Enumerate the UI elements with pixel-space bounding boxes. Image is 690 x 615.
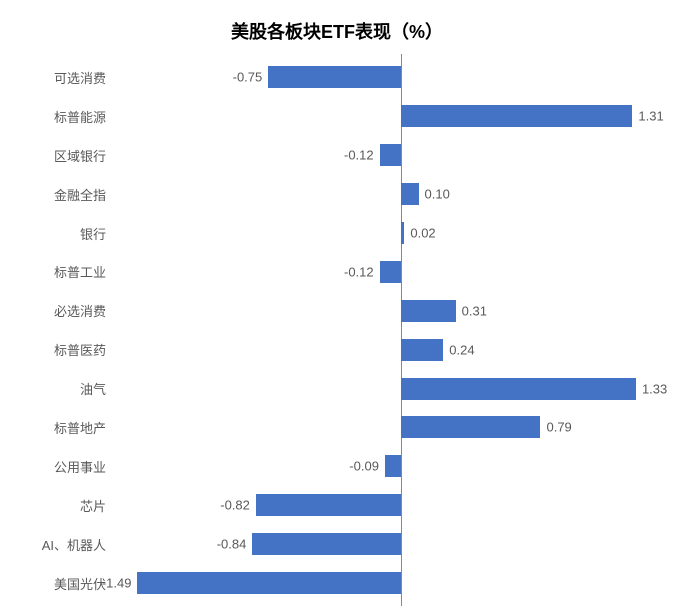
category-label: 公用事业 [8, 457, 118, 476]
chart-row: 公用事业 -0.09 [8, 447, 666, 486]
bar-track: 0.02 [118, 214, 666, 253]
category-label: 标普工业 [8, 262, 118, 281]
bar [401, 300, 456, 322]
chart-row: AI、机器人 -0.84 [8, 525, 666, 564]
chart-row: 区域银行 -0.12 [8, 136, 666, 175]
chart-row: 标普地产 0.79 [8, 408, 666, 447]
value-label: 1.31 [638, 109, 663, 124]
etf-sector-chart: 美股各板块ETF表现（%） 可选消费 -0.75 标普能源 1.31 区域银行 -0.12… [0, 0, 690, 615]
chart-row: 可选消费 -0.75 [8, 58, 666, 97]
chart-row: 标普工业 -0.12 [8, 252, 666, 291]
chart-row: 芯片 -0.82 [8, 486, 666, 525]
chart-row: 美国光伏-1.49 [8, 564, 666, 603]
bar [256, 494, 401, 516]
chart-row: 标普能源 1.31 [8, 97, 666, 136]
bar-track: -0.12 [118, 136, 666, 175]
value-label: 0.02 [410, 226, 435, 241]
plot-area: 可选消费 -0.75 标普能源 1.31 区域银行 -0.12 金融全指 0.10 银行 0.02… [8, 58, 666, 603]
bar [252, 533, 400, 555]
value-label: -0.84 [217, 537, 247, 552]
category-label: 区域银行 [8, 146, 118, 165]
chart-row: 银行 0.02 [8, 214, 666, 253]
value-label: -0.12 [344, 148, 374, 163]
chart-row: 金融全指 0.10 [8, 175, 666, 214]
value-label: -0.09 [349, 459, 379, 474]
bar-track: 0.79 [118, 408, 666, 447]
category-label: 标普能源 [8, 107, 118, 126]
category-label: 可选消费 [8, 68, 118, 87]
category-label: 标普地产 [8, 418, 118, 437]
bar [401, 183, 419, 205]
bar-track: -0.75 [118, 58, 666, 97]
category-label: 芯片 [8, 496, 118, 515]
value-label: -0.75 [233, 70, 263, 85]
value-label: -1.49 [102, 576, 132, 591]
value-label: 0.79 [546, 420, 571, 435]
bar [380, 261, 401, 283]
value-label: 0.31 [462, 303, 487, 318]
bar-track: 1.33 [118, 369, 666, 408]
value-label: 0.24 [449, 342, 474, 357]
chart-row: 油气 1.33 [8, 369, 666, 408]
chart-row: 必选消费 0.31 [8, 291, 666, 330]
bar-track: 1.31 [118, 97, 666, 136]
chart-title: 美股各板块ETF表现（%） [8, 18, 666, 44]
category-label: 必选消费 [8, 301, 118, 320]
bar [385, 455, 401, 477]
category-label: AI、机器人 [8, 535, 118, 554]
bar [380, 144, 401, 166]
bar [401, 105, 633, 127]
bar [401, 222, 405, 244]
bar-track: 0.31 [118, 291, 666, 330]
category-label: 标普医药 [8, 340, 118, 359]
value-label: -0.12 [344, 264, 374, 279]
bar-track: 0.24 [118, 330, 666, 369]
bar [401, 416, 541, 438]
bar [401, 378, 636, 400]
bar-track: -0.82 [118, 486, 666, 525]
bar-track: 0.10 [118, 175, 666, 214]
bar-track: -1.49 [118, 564, 666, 603]
category-label: 金融全指 [8, 185, 118, 204]
category-label: 银行 [8, 224, 118, 243]
category-label: 油气 [8, 379, 118, 398]
bar-track: -0.09 [118, 447, 666, 486]
chart-row: 标普医药 0.24 [8, 330, 666, 369]
bar [137, 572, 400, 594]
value-label: 0.10 [425, 187, 450, 202]
bar-track: -0.84 [118, 525, 666, 564]
bar [401, 339, 443, 361]
bar-track: -0.12 [118, 252, 666, 291]
zero-axis [401, 560, 403, 607]
bar [268, 66, 401, 88]
value-label: 1.33 [642, 381, 667, 396]
value-label: -0.82 [220, 498, 250, 513]
